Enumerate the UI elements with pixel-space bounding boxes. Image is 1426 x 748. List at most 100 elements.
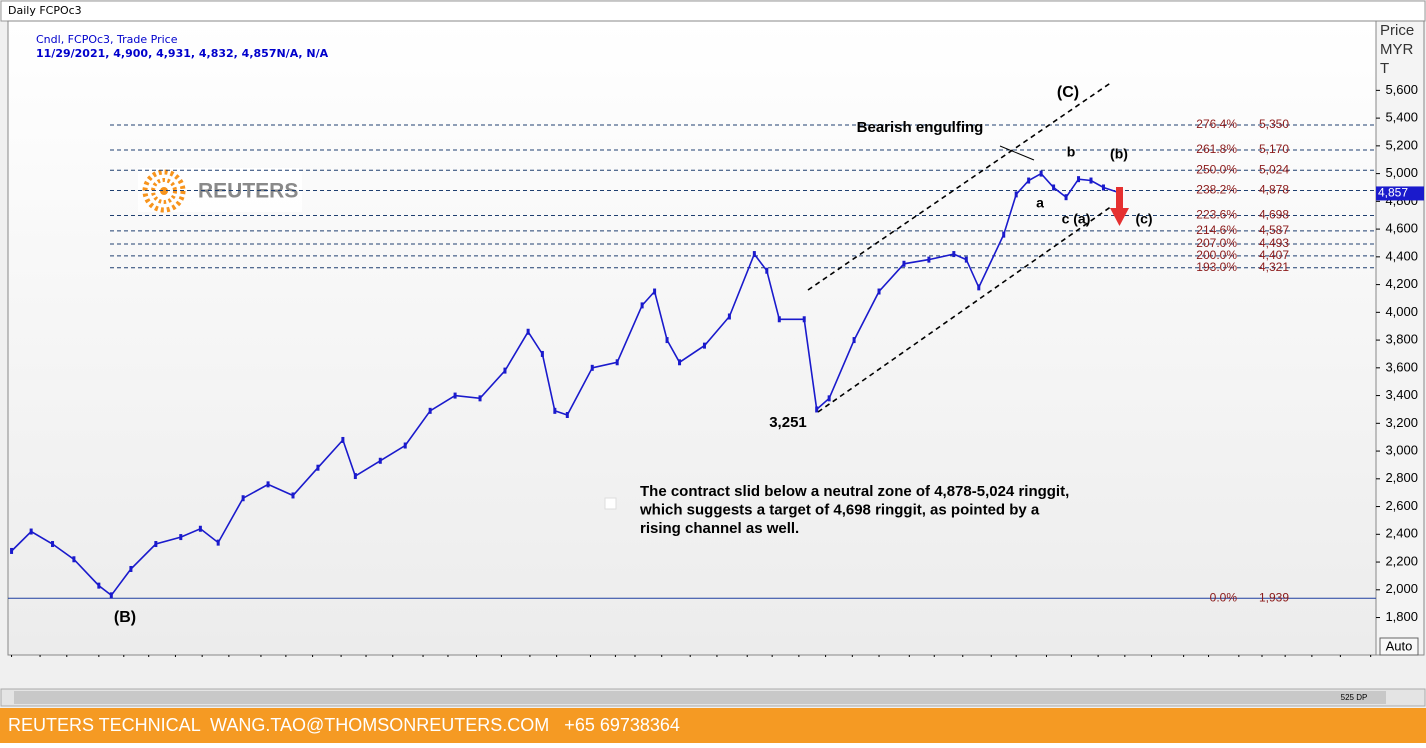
price-point — [478, 395, 482, 402]
price-point — [129, 565, 133, 572]
fib-pct: 250.0% — [1196, 162, 1237, 176]
price-point — [526, 328, 530, 335]
y-tick-label: 3,600 — [1385, 359, 1418, 374]
annotation: a — [1036, 195, 1044, 211]
fib-price: 4,587 — [1259, 223, 1289, 237]
annotation: (C) — [1057, 84, 1079, 101]
price-point — [403, 442, 407, 449]
y-tick-label: 2,600 — [1385, 498, 1418, 513]
fib-pct: 0.0% — [1210, 590, 1238, 604]
price-point — [827, 395, 831, 402]
reuters-logo: REUTERS — [138, 168, 302, 213]
price-point — [1101, 184, 1105, 191]
price-point — [29, 528, 33, 535]
price-point — [503, 367, 507, 374]
annotation: (B) — [114, 609, 136, 626]
y-tick-label: 5,200 — [1385, 137, 1418, 152]
price-point — [765, 267, 769, 274]
price-point — [952, 251, 956, 258]
y-tick-label: 2,200 — [1385, 553, 1418, 568]
fib-pct: 214.6% — [1196, 223, 1237, 237]
annotation: (c) — [1135, 211, 1152, 227]
price-point — [553, 407, 557, 414]
price-point — [727, 313, 731, 320]
price-point — [1027, 177, 1031, 184]
price-point — [353, 473, 357, 480]
fib-price: 4,493 — [1259, 236, 1289, 250]
legend-line2: 11/29/2021, 4,900, 4,931, 4,832, 4,857N/… — [36, 47, 329, 60]
y-tick-label: 2,800 — [1385, 470, 1418, 485]
plot-area — [7, 20, 1377, 656]
y-tick-label: 2,400 — [1385, 526, 1418, 541]
price-point — [266, 481, 270, 488]
fib-price: 4,321 — [1259, 260, 1289, 274]
price-point — [640, 302, 644, 309]
price-point — [428, 407, 432, 414]
y-tick-label: 4,400 — [1385, 248, 1418, 263]
y-tick-label: 3,200 — [1385, 415, 1418, 430]
price-point — [97, 582, 101, 589]
down-arrow — [1110, 187, 1129, 226]
annotation: c (a) — [1062, 211, 1091, 227]
price-point — [977, 284, 981, 291]
price-point — [1064, 194, 1068, 201]
price-point — [1014, 191, 1018, 198]
price-point — [702, 342, 706, 349]
y-tick-label: 5,600 — [1385, 82, 1418, 97]
legend-line1: Cndl, FCPOc3, Trade Price — [36, 33, 178, 46]
annotation: b — [1067, 144, 1076, 160]
annotation: 3,251 — [769, 414, 807, 431]
y-axis-label: MYR — [1380, 41, 1414, 58]
price-point — [179, 534, 183, 541]
fib-price: 1,939 — [1259, 590, 1289, 604]
price-point — [1089, 177, 1093, 184]
channel-lower — [817, 205, 1113, 413]
y-tick-label: 3,800 — [1385, 332, 1418, 347]
fib-price: 4,698 — [1259, 208, 1289, 222]
fib-price: 5,024 — [1259, 162, 1289, 176]
price-point — [10, 547, 14, 554]
auto-button[interactable] — [1379, 637, 1419, 656]
price-point — [453, 392, 457, 399]
price-point — [565, 411, 569, 418]
logo-dot — [160, 187, 168, 195]
price-point — [198, 525, 202, 532]
price-point — [815, 406, 819, 413]
title-bar — [0, 0, 1426, 22]
price-point — [665, 337, 669, 344]
price-point — [378, 457, 382, 464]
price-point — [964, 256, 968, 263]
price-point — [590, 364, 594, 371]
fib-pct: 261.8% — [1196, 142, 1237, 156]
price-point — [1052, 184, 1056, 191]
footer-bar — [0, 708, 1426, 743]
y-tick-label: 3,000 — [1385, 443, 1418, 458]
fib-price: 4,878 — [1259, 183, 1289, 197]
price-point — [1039, 170, 1043, 177]
scroll-label: 525 DP — [1341, 693, 1368, 702]
fib-pct: 200.0% — [1196, 248, 1237, 262]
y-axis-label: T — [1380, 60, 1389, 77]
last-value-label: 4,857 — [1378, 186, 1408, 200]
fib-price: 5,350 — [1259, 117, 1289, 131]
auto-label[interactable]: Auto — [1386, 638, 1413, 653]
note-line: rising channel as well. — [640, 520, 799, 537]
fib-pct: 207.0% — [1196, 236, 1237, 250]
note-marker — [604, 497, 617, 510]
price-point — [216, 539, 220, 546]
fib-price: 5,170 — [1259, 142, 1289, 156]
price-point — [615, 359, 619, 366]
annotation-pointer — [999, 145, 1035, 161]
channel-upper — [807, 81, 1113, 291]
price-point — [678, 359, 682, 366]
y-tick-label: 4,600 — [1385, 221, 1418, 236]
price-point — [72, 556, 76, 563]
annotation: (b) — [1110, 146, 1128, 162]
scroll-thumb[interactable] — [14, 691, 1386, 704]
y-tick-label: 2,000 — [1385, 581, 1418, 596]
price-point — [51, 541, 55, 548]
time-axis — [0, 657, 1426, 688]
price-point — [316, 464, 320, 471]
